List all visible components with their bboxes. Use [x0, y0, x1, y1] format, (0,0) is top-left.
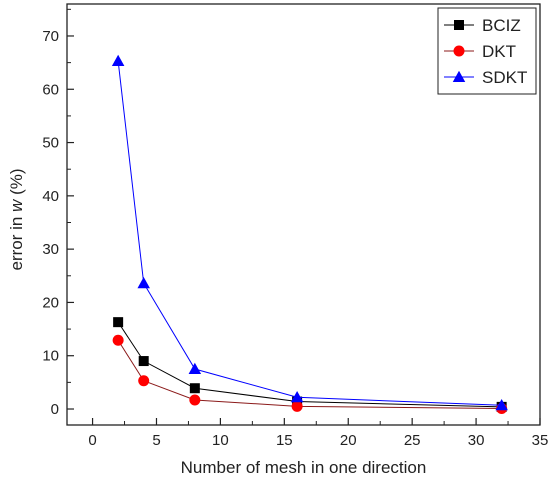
x-tick-label: 20	[340, 432, 357, 449]
x-tick-label: 5	[152, 432, 160, 449]
series-line	[117, 60, 502, 406]
y-tick-label: 70	[42, 28, 59, 45]
y-tick-label: 0	[51, 401, 59, 418]
legend-entry-bciz: BCIZ	[444, 16, 521, 35]
y-axis-ticks: 0 10 20 30 40 50 60 70	[42, 8, 74, 418]
data-point-circle	[138, 375, 150, 387]
data-point-triangle	[188, 362, 202, 375]
data-point-circle	[112, 334, 124, 346]
data-point-square	[138, 356, 149, 367]
x-tick-label: 15	[276, 432, 293, 449]
x-tick-label: 0	[88, 432, 96, 449]
legend: BCIZ DKT SDKT	[437, 7, 537, 95]
x-axis-ticks: 0 5 10 15 20 25 30 35	[88, 418, 548, 449]
legend-label: SDKT	[482, 68, 527, 87]
y-axis-title-prefix: error in	[7, 212, 26, 271]
data-point-square	[454, 20, 464, 30]
series-layer	[111, 54, 508, 414]
y-tick-label: 10	[42, 348, 59, 365]
data-point-triangle	[111, 54, 125, 67]
x-axis-title: Number of mesh in one direction	[181, 458, 427, 477]
plot-frame	[66, 3, 541, 426]
x-tick-label: 10	[212, 432, 229, 449]
series-sdkt	[111, 54, 508, 411]
y-axis-title-variable: w	[7, 198, 26, 212]
data-point-triangle	[290, 391, 304, 403]
plot-border	[66, 3, 541, 426]
y-tick-label: 20	[42, 294, 59, 311]
data-point-circle	[291, 400, 303, 412]
y-tick-label: 60	[42, 81, 59, 98]
y-tick-label: 30	[42, 241, 59, 258]
data-point-triangle	[452, 70, 466, 82]
series-line	[117, 321, 502, 408]
y-axis-title: error in w (%)	[7, 168, 26, 270]
data-point-circle	[189, 394, 201, 406]
series-dkt	[112, 334, 508, 414]
x-tick-label: 25	[404, 432, 421, 449]
x-tick-label: 35	[532, 432, 549, 449]
data-point-square	[189, 383, 200, 394]
legend-entry-sdkt: SDKT	[444, 68, 527, 87]
y-axis-title-suffix: (%)	[7, 168, 26, 199]
legend-label: DKT	[482, 42, 516, 61]
legend-entry-dkt: DKT	[444, 42, 516, 61]
y-tick-label: 40	[42, 188, 59, 205]
legend-label: BCIZ	[482, 16, 521, 35]
data-point-square	[113, 317, 124, 328]
y-tick-label: 50	[42, 135, 59, 152]
data-point-triangle	[495, 399, 508, 411]
data-point-circle	[453, 45, 465, 57]
data-point-triangle	[137, 276, 150, 289]
x-tick-label: 30	[468, 432, 485, 449]
